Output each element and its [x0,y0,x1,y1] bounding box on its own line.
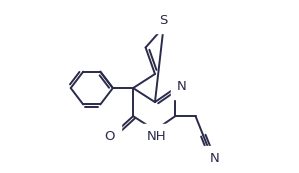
Text: NH: NH [147,130,166,143]
Text: N: N [209,152,219,165]
Text: O: O [104,130,115,143]
Text: S: S [159,15,168,28]
Text: N: N [177,80,186,93]
